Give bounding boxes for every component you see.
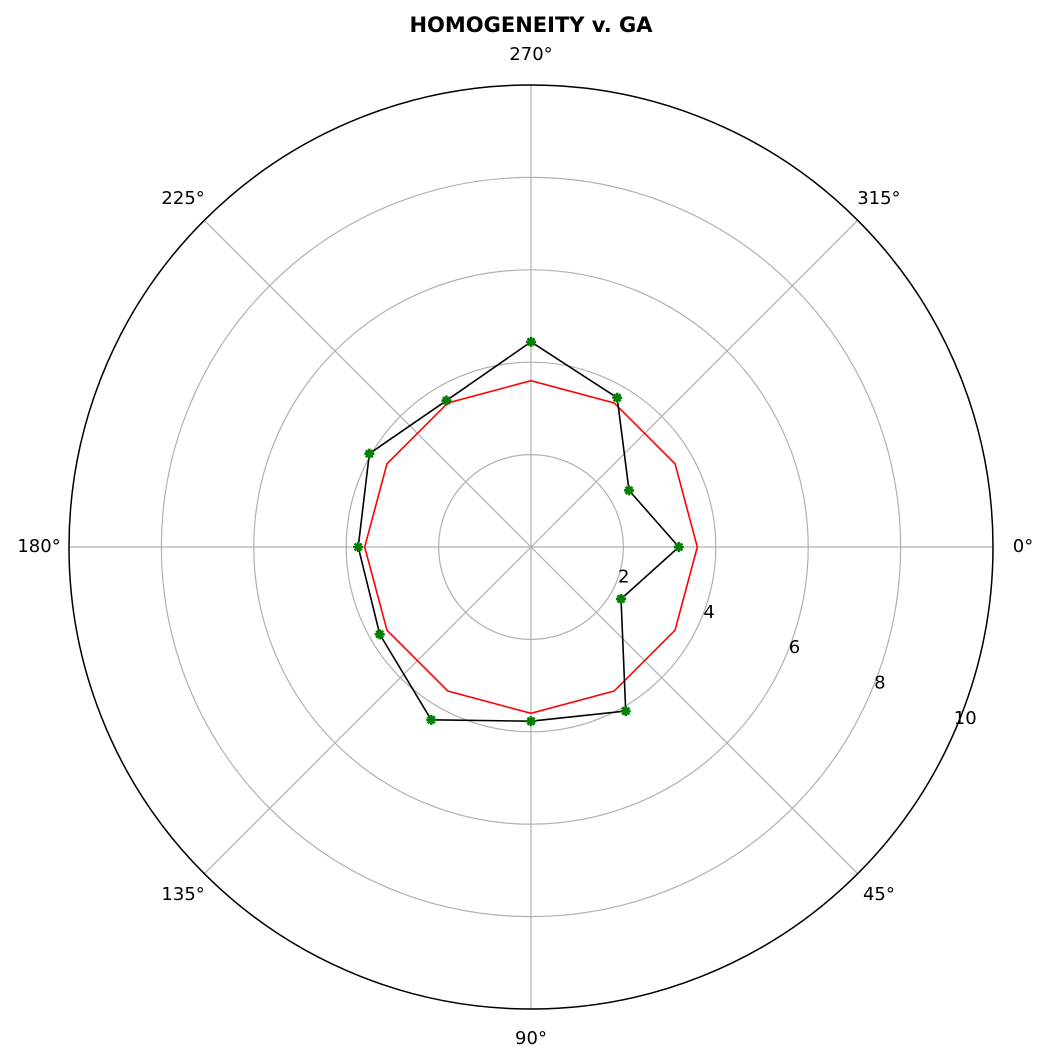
series-marker	[374, 629, 385, 640]
series-marker	[673, 542, 684, 552]
polar-frame	[68, 84, 994, 1010]
theta-tick-label: 315°	[857, 188, 900, 209]
theta-tick-label: 0°	[1013, 536, 1033, 557]
r-tick-label: 10	[954, 708, 977, 729]
grid-spoke	[203, 219, 532, 548]
series-marker	[441, 395, 452, 406]
r-tick-label: 2	[618, 566, 629, 587]
grid-spoke	[530, 546, 859, 875]
r-tick-label: 6	[789, 637, 800, 658]
series-marker	[620, 706, 631, 717]
theta-tick-label: 90°	[515, 1028, 547, 1049]
series-marker	[364, 448, 375, 459]
theta-tick-label: 225°	[161, 188, 204, 209]
chart-title: HOMOGENEITY v. GA	[409, 13, 653, 37]
series-marker	[526, 336, 536, 347]
theta-tick-label: 45°	[863, 884, 895, 905]
series-marker	[526, 716, 536, 727]
series-marker	[616, 593, 627, 604]
theta-tick-label: 270°	[509, 44, 552, 65]
series-marker	[426, 714, 437, 725]
series-marker	[353, 542, 364, 552]
theta-tick-label: 135°	[161, 884, 204, 905]
grid-spoke	[203, 546, 532, 875]
series-line	[357, 340, 680, 722]
grid-spoke	[530, 219, 859, 548]
theta-tick-label: 180°	[17, 536, 60, 557]
series-marker	[624, 485, 635, 496]
r-tick-label: 8	[874, 673, 885, 694]
series-line	[363, 379, 699, 715]
series-marker	[612, 392, 623, 403]
r-tick-label: 4	[703, 602, 714, 623]
